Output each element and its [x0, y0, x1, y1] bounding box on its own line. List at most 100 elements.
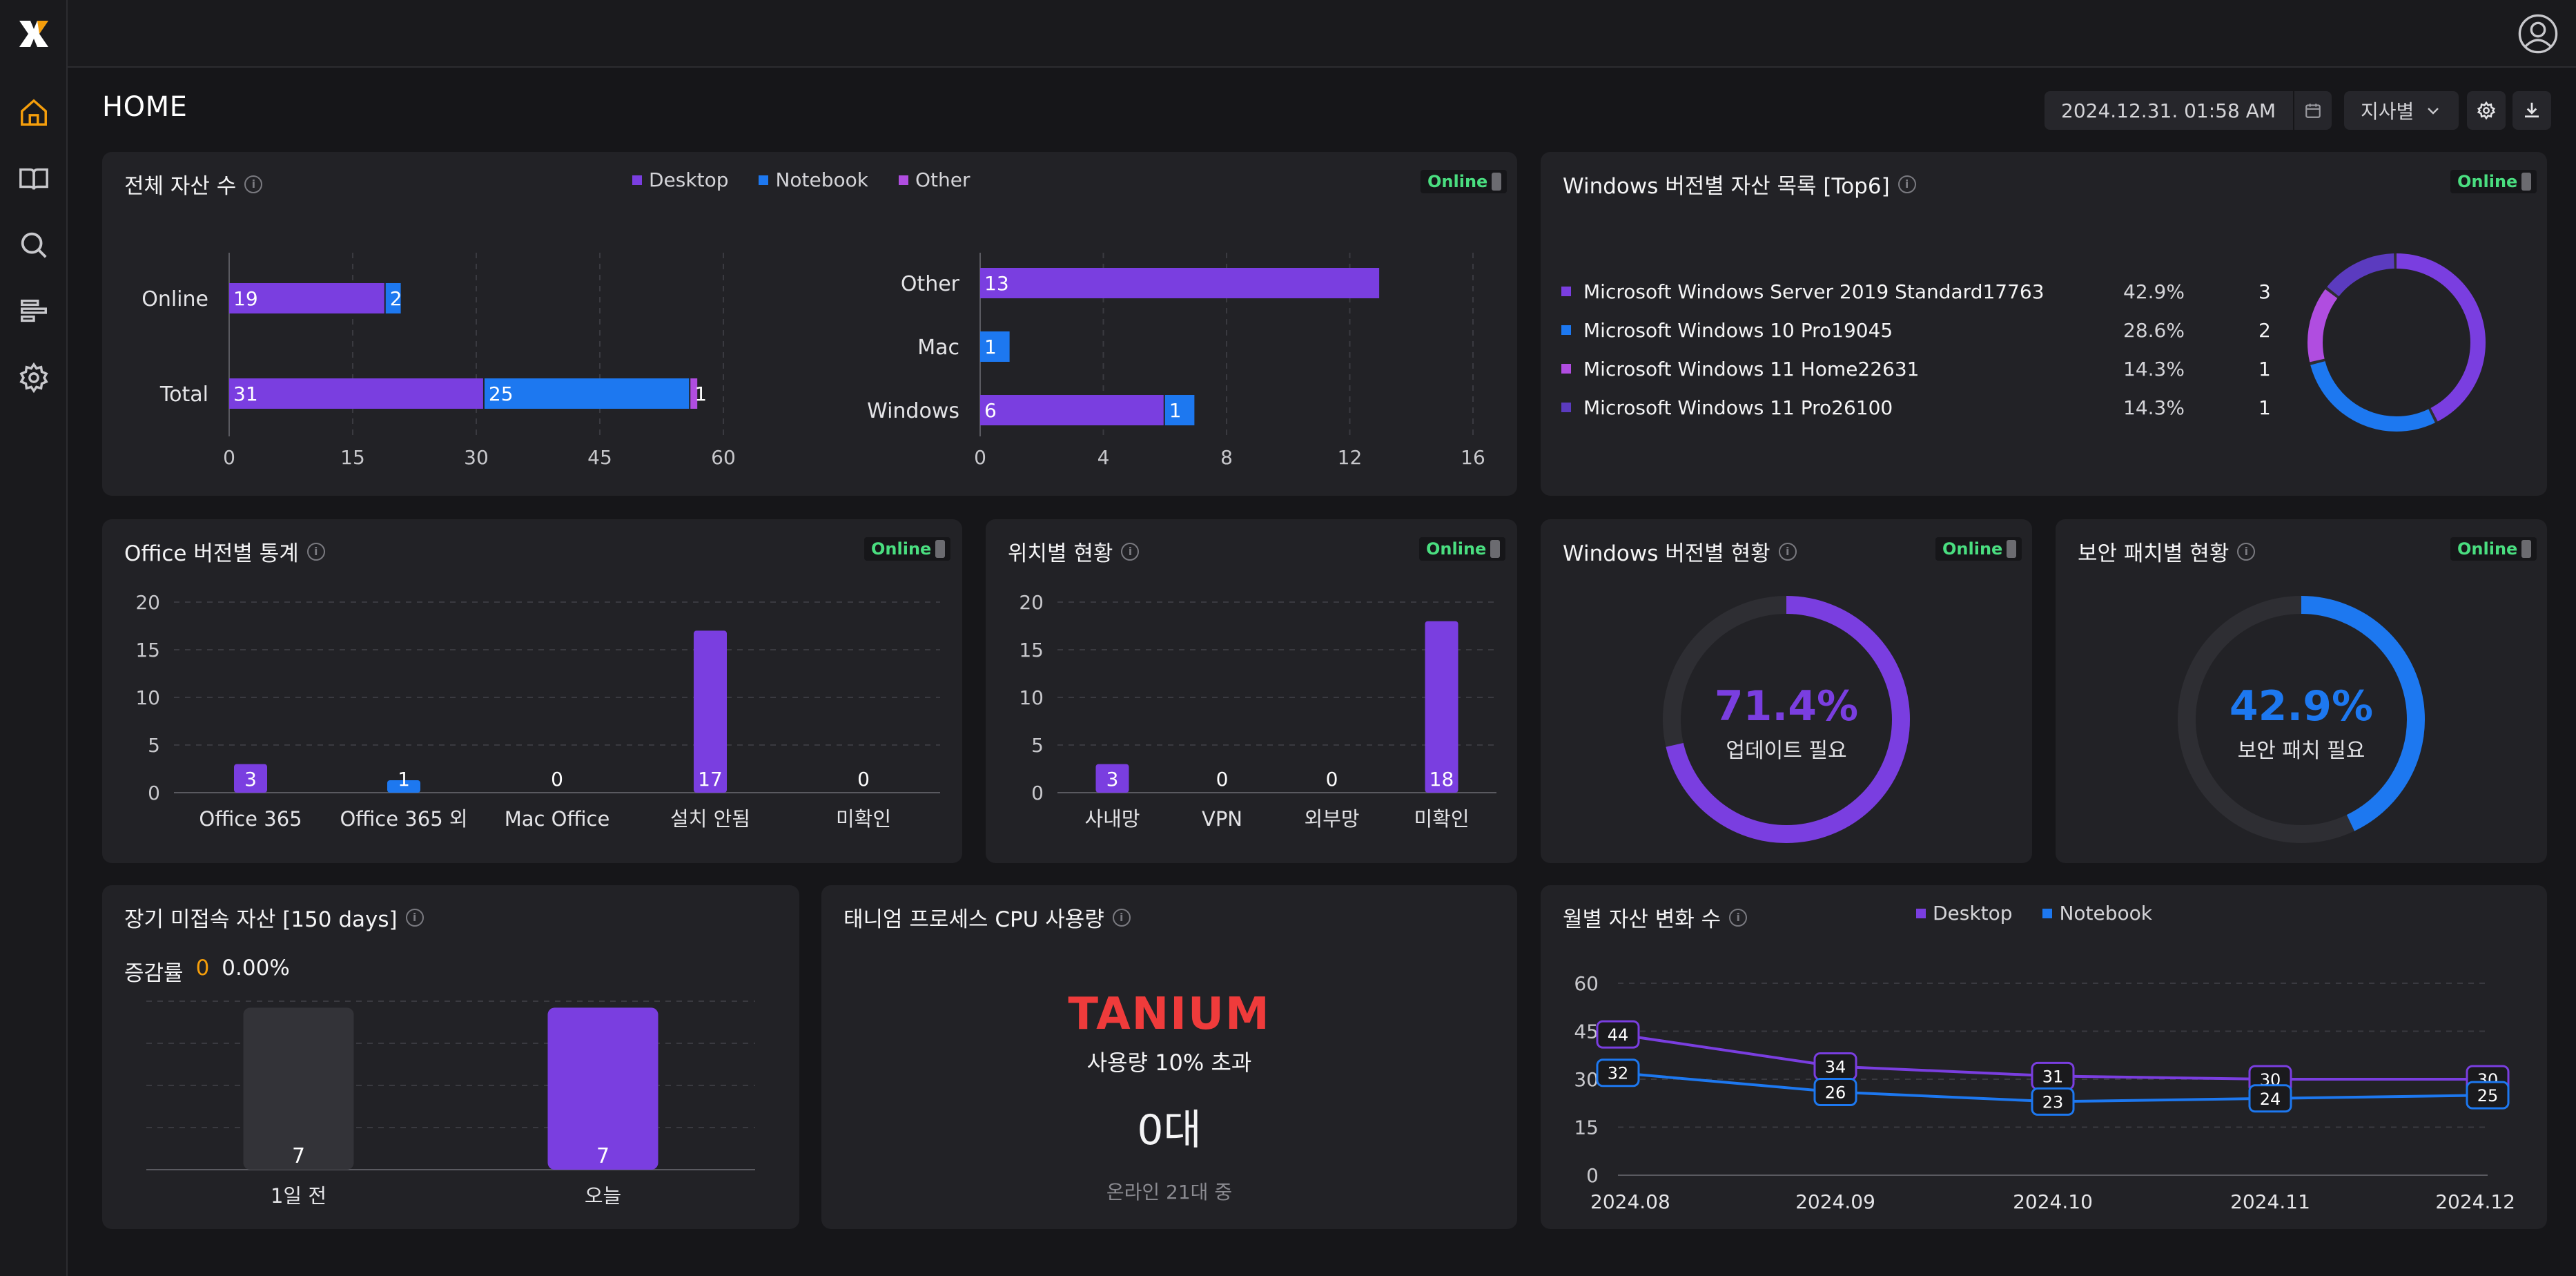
panel-title: 장기 미접속 자산 [150 days] i	[124, 902, 424, 933]
branch-select[interactable]: 지사별	[2344, 91, 2459, 130]
online-badge[interactable]: Online	[1421, 170, 1507, 193]
data-point	[2248, 1084, 2292, 1113]
bar	[690, 378, 698, 409]
x-tick-label: 2024.12	[2435, 1190, 2515, 1213]
info-icon[interactable]: i	[1729, 908, 1748, 927]
data-point	[1813, 1078, 1857, 1107]
version-count: 3	[2258, 280, 2271, 303]
bar-value-label: 3	[1106, 768, 1119, 791]
data-label: 31	[2042, 1067, 2064, 1086]
online-badge[interactable]: Online	[1419, 537, 1506, 561]
data-label: 24	[2260, 1090, 2281, 1109]
category-label: 외부망	[1304, 807, 1359, 831]
search-icon[interactable]	[17, 228, 51, 262]
bar	[980, 268, 1380, 298]
panel-title: Office 버전별 통계 i	[124, 536, 325, 567]
gauge-caption: 업데이트 필요	[1726, 739, 1847, 763]
legend-swatch	[1561, 364, 1571, 374]
y-tick-label: 10	[135, 686, 160, 709]
legend-item-desktop[interactable]: Desktop	[1916, 902, 2012, 925]
list-item[interactable]: Microsoft Windows 10 Pro19045 28.6% 2	[1561, 311, 2279, 349]
y-tick-label: 0	[1586, 1164, 1599, 1187]
data-label: 34	[1825, 1057, 1846, 1076]
settings-button[interactable]	[2467, 91, 2506, 130]
list-icon[interactable]	[17, 294, 51, 329]
bar	[229, 283, 384, 313]
patch-required-gauge	[2178, 596, 2425, 843]
legend-swatch	[1561, 403, 1571, 412]
info-icon[interactable]: i	[1778, 542, 1797, 561]
legend: Desktop Notebook Other	[632, 168, 970, 191]
info-icon[interactable]: i	[244, 175, 263, 193]
y-tick-label: 10	[1019, 686, 1044, 709]
settings-icon[interactable]	[17, 360, 51, 395]
bar-value-label: 7	[292, 1144, 305, 1168]
office-stats-panel: Office 버전별 통계 i Online 0 5 10 15 20 3 Office 3…	[102, 519, 962, 863]
info-icon[interactable]: i	[1112, 908, 1131, 927]
bar-value-label: 3	[244, 768, 257, 791]
list-item[interactable]: Microsoft Windows 11 Pro26100 14.3% 1	[1561, 388, 2279, 427]
version-percent: 14.3%	[2123, 357, 2185, 380]
version-percent: 14.3%	[2123, 396, 2185, 419]
info-icon[interactable]: i	[306, 542, 325, 561]
info-icon[interactable]: i	[1897, 175, 1916, 193]
panel-title-text: 보안 패치별 현황	[2078, 541, 2229, 566]
panel-title-text: Windows 버전별 현황	[1563, 541, 1770, 566]
calendar-icon[interactable]	[2293, 91, 2332, 130]
legend-item-other[interactable]: Other	[899, 168, 970, 191]
donut-slice	[2307, 253, 2486, 432]
legend-item-notebook[interactable]: Notebook	[2042, 902, 2152, 925]
legend-label: Desktop	[1933, 902, 2013, 925]
bar	[980, 395, 1164, 425]
category-label: 미확인	[836, 807, 891, 831]
data-point	[2466, 1081, 2510, 1110]
bar-value-label: 6	[984, 399, 997, 422]
info-icon[interactable]: i	[405, 908, 424, 927]
online-badge[interactable]: Online	[864, 537, 951, 561]
online-total-bar-chart: 0 15 30 45 60 Online 19 2 Total 31 25 1	[142, 253, 736, 469]
bar	[234, 764, 267, 793]
bar	[484, 378, 690, 409]
category-label: 미확인	[1414, 807, 1469, 831]
panel-title-text: 전체 자산 수	[124, 174, 237, 199]
online-badge[interactable]: Online	[2450, 170, 2537, 193]
panel-title: 태니엄 프로세스 CPU 사용량 i	[843, 902, 1131, 933]
panel-title-text: Office 버전별 통계	[124, 541, 299, 566]
change-rate-percent: 0.00%	[222, 956, 290, 980]
legend-label: Desktop	[649, 168, 729, 191]
version-percent: 42.9%	[2123, 280, 2185, 303]
category-label: 사내망	[1084, 807, 1140, 831]
bar-value-label: 25	[489, 383, 514, 405]
app-logo-icon[interactable]	[17, 17, 51, 51]
legend-label: Other	[915, 168, 970, 191]
bar-value-label: 2	[390, 287, 402, 310]
bar	[1095, 764, 1129, 793]
date-picker[interactable]: 2024.12.31. 01:58 AM	[2045, 91, 2332, 130]
info-icon[interactable]: i	[2237, 542, 2256, 561]
download-button[interactable]	[2512, 91, 2551, 130]
list-item[interactable]: Microsoft Windows 11 Home22631 14.3% 1	[1561, 349, 2279, 388]
online-badge[interactable]: Online	[2450, 537, 2537, 561]
y-tick-label: 15	[1574, 1116, 1599, 1139]
info-icon[interactable]: i	[1121, 542, 1140, 561]
windows-version-status-panel: Windows 버전별 현황 i Online 71.4% 업데이트 필요	[1541, 519, 2032, 863]
legend-item-notebook[interactable]: Notebook	[759, 168, 868, 191]
user-avatar-icon[interactable]	[2518, 14, 2558, 54]
legend-item-desktop[interactable]: Desktop	[632, 168, 728, 191]
gear-icon	[2477, 101, 2496, 120]
data-label: 26	[1825, 1083, 1846, 1103]
book-icon[interactable]	[17, 162, 51, 196]
bar	[547, 1007, 658, 1170]
online-badge[interactable]: Online	[1935, 537, 2022, 561]
bar-value-label: 1	[1169, 399, 1182, 422]
y-tick-label: 5	[1031, 734, 1044, 757]
category-label: Mac	[917, 336, 959, 360]
list-item[interactable]: Microsoft Windows Server 2019 Standard17…	[1561, 272, 2279, 311]
windows-version-donut-chart	[2307, 253, 2486, 432]
date-value: 2024.12.31. 01:58 AM	[2061, 99, 2276, 122]
version-name: Microsoft Windows 11 Pro26100	[1583, 396, 1893, 419]
y-tick-label: 5	[148, 734, 160, 757]
home-icon[interactable]	[17, 95, 51, 130]
data-point	[1596, 1020, 1640, 1049]
bar	[385, 283, 401, 313]
